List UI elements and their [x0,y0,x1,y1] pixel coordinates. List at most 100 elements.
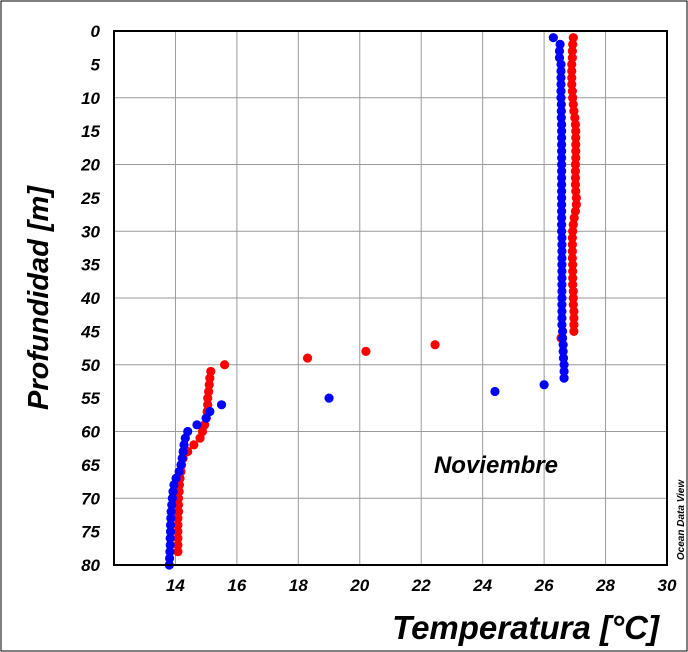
data-point [165,520,176,530]
data-point [216,400,227,410]
data-point [173,513,183,523]
data-point [557,166,567,176]
data-point [548,33,558,43]
x-tick-label: 24 [472,576,492,595]
data-point [569,326,579,336]
y-tick-label: 60 [81,423,100,442]
data-point [555,39,565,49]
data-point [569,320,579,330]
y-tick-label: 10 [81,89,100,108]
data-point [567,79,577,89]
data-point [557,273,567,283]
data-point [165,553,175,563]
data-point [557,219,567,230]
data-point [173,500,184,510]
data-point [571,133,581,143]
credit-label: Ocean Data View [676,479,687,560]
data-point [220,360,230,370]
data-point [559,360,569,370]
tick-labels: 14 16 18 20 22 24 26 28 30 0 5 10 15 20 25 30 35 40 45 50 55… [80,22,677,595]
data-point [559,366,569,377]
data-point [490,386,500,397]
x-tick-label: 28 [595,576,615,595]
data-point [204,380,214,390]
data-point [430,340,440,350]
data-point [556,66,566,76]
data-point [557,253,567,263]
data-point [557,146,567,156]
data-point [557,179,567,190]
data-point [539,380,549,390]
data-point [557,213,567,223]
y-tick-label: 80 [81,556,100,575]
data-point [568,300,578,310]
data-point [570,166,581,176]
data-point [557,139,567,150]
series-0 [173,33,581,557]
data-point [324,393,334,403]
data-point [302,353,313,363]
data-point [570,179,581,190]
data-point [189,440,199,450]
data-point [567,73,577,83]
data-point [557,206,567,216]
data-point [556,106,566,116]
data-point [557,266,567,276]
data-point [166,507,176,517]
data-point [557,313,567,323]
data-point [556,93,566,103]
y-tick-label: 55 [81,389,100,408]
data-point [558,353,569,363]
data-point [557,333,568,343]
data-point [568,280,578,290]
data-point [557,193,567,203]
data-point [173,527,183,537]
data-point [554,46,565,56]
data-point [567,46,577,56]
data-point [556,59,566,69]
y-tick-label: 45 [80,322,100,341]
data-point [557,133,567,143]
annotation-label: Noviembre [434,452,558,479]
data-point [570,173,581,183]
data-point [567,66,577,76]
data-point [557,199,567,210]
y-tick-label: 50 [81,356,100,375]
data-point [569,306,579,316]
y-tick-label: 40 [80,289,100,308]
data-point [556,99,566,110]
data-point [166,513,176,523]
data-point [567,253,577,263]
data-point [570,113,580,123]
data-point [167,500,177,510]
data-point [569,313,579,323]
data-point [557,126,567,136]
y-tick-label: 15 [81,122,100,141]
data-point [568,260,578,270]
data-point [168,486,178,497]
y-tick-label: 30 [81,222,100,241]
data-point [558,340,568,350]
data-point [571,153,581,163]
y-axis-title: Profundidad [m] [23,185,55,410]
data-point [568,99,578,110]
data-point [173,540,183,550]
series-1 [164,33,569,570]
data-point [556,113,566,123]
data-point [557,306,567,316]
y-tick-label: 35 [81,256,100,275]
data-points [164,33,581,570]
data-point [557,233,567,243]
data-point [557,173,567,183]
data-point [568,273,578,283]
data-point [361,346,371,356]
data-point [557,280,567,290]
data-point [557,293,567,303]
plot-frame [113,30,668,566]
data-point [559,373,569,383]
data-point [556,73,566,83]
data-point [195,433,205,443]
data-point [571,139,581,150]
data-point [568,219,578,230]
